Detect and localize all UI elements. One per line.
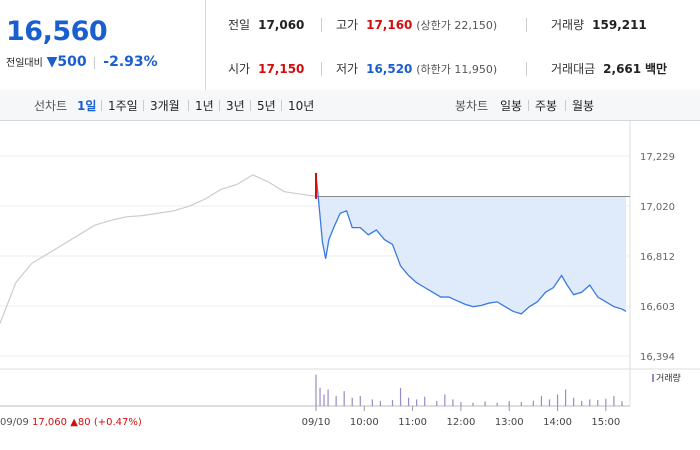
today-series	[315, 172, 630, 315]
stats-panel: 전일 17,060 고가 17,160 (상한가 22,150) 거래량 159,21…	[206, 0, 700, 90]
divider	[250, 100, 251, 111]
change-label: 전일대비	[6, 58, 43, 69]
divider	[526, 18, 527, 32]
x-tick-label: 10:00	[350, 417, 379, 428]
upper-limit-label: 상한가	[420, 19, 451, 32]
y-tick-label: 17,020	[640, 202, 675, 213]
volume-legend: 거래량	[656, 372, 681, 384]
divider	[321, 62, 322, 76]
tab-weekly[interactable]: 주봉	[535, 99, 558, 113]
price-chart: 17,229 17,020 16,812 16,603 16,394 09/10 10:0…	[0, 121, 700, 428]
stat-label: 시가	[228, 62, 251, 76]
prev-session-info: 09/09 17,060 ▲80 (+0.47%)	[0, 417, 142, 428]
divider	[321, 18, 322, 32]
y-axis: 17,229 17,020 16,812 16,603 16,394	[640, 152, 675, 363]
stat-amount: 거래대금 2,661 백만	[551, 60, 667, 78]
prev-session-date: 09/09	[0, 417, 29, 428]
change-percent: -2.93%	[103, 54, 158, 70]
x-tick-label: 14:00	[543, 417, 572, 428]
divider	[526, 62, 527, 76]
tab-1w[interactable]: 1주일	[108, 99, 138, 113]
stat-label: 거래량	[551, 18, 585, 32]
tab-3m[interactable]: 3개월	[150, 99, 180, 113]
divider	[219, 100, 220, 111]
tab-10y[interactable]: 10년	[288, 99, 315, 113]
x-tick-label: 12:00	[447, 417, 476, 428]
y-tick-label: 16,603	[640, 302, 675, 313]
prev-session-close: 17,060	[32, 417, 67, 428]
price-change: 전일대비 ▼500 -2.93%	[6, 54, 158, 70]
change-value: ▼500	[46, 54, 87, 70]
divider	[281, 100, 282, 111]
x-tick-label: 13:00	[495, 417, 524, 428]
line-chart-label: 선차트	[34, 99, 68, 113]
today-line	[315, 174, 627, 315]
today-area	[316, 174, 626, 314]
tab-1d[interactable]: 1일	[77, 99, 97, 113]
divider	[143, 100, 144, 111]
y-tick-label: 16,394	[640, 352, 675, 363]
current-price: 16,560	[6, 16, 108, 47]
stat-value: 17,160	[366, 18, 413, 32]
tab-3y[interactable]: 3년	[226, 99, 245, 113]
stat-value: 159,211	[592, 18, 647, 32]
chart-tabs: 선차트 1일 1주일 3개월 1년 3년 5년 10년 봉차트 일봉 주봉 월봉	[0, 90, 700, 121]
lower-limit-label: 하한가	[420, 63, 451, 76]
stat-value: 17,060	[258, 18, 305, 32]
stat-open: 시가 17,150	[228, 60, 304, 78]
quote-header: 16,560 전일대비 ▼500 -2.93% 전일 17,060 고가 17,16…	[0, 0, 700, 91]
divider	[528, 100, 529, 111]
x-axis: 09/10 10:00 11:00 12:00 13:00 14:00 15:00	[302, 406, 620, 428]
stat-low: 저가 16,520 (하한가 11,950)	[336, 62, 498, 76]
price-box: 16,560 전일대비 ▼500 -2.93%	[0, 0, 206, 90]
stat-value: 2,661	[603, 62, 642, 76]
divider	[188, 100, 189, 111]
prev-day-line	[0, 174, 317, 324]
x-tick-label: 11:00	[398, 417, 427, 428]
stat-value: 16,520	[366, 62, 413, 76]
x-tick-label: 15:00	[591, 417, 620, 428]
upper-limit-value: 22,150	[454, 19, 493, 32]
prev-session-pct: (+0.47%)	[94, 417, 142, 428]
chart-grid	[0, 121, 700, 407]
stat-label: 전일	[228, 18, 251, 32]
tab-5y[interactable]: 5년	[257, 99, 276, 113]
stat-label: 고가	[336, 18, 359, 32]
stat-prev-close: 전일 17,060	[228, 16, 304, 34]
stat-high: 고가 17,160 (상한가 22,150)	[336, 18, 498, 32]
stat-volume: 거래량 159,211	[551, 16, 647, 34]
x-tick-label: 09/10	[302, 417, 331, 428]
stat-label: 저가	[336, 62, 359, 76]
tab-monthly[interactable]: 월봉	[572, 99, 595, 113]
lower-limit-value: 11,950	[454, 63, 493, 76]
volume-series	[315, 374, 623, 406]
tab-1y[interactable]: 1년	[195, 99, 214, 113]
prev-session-change: ▲80	[70, 417, 90, 428]
stat-value: 17,150	[258, 62, 305, 76]
stat-unit: 백만	[644, 62, 668, 76]
prev-day-series	[0, 174, 317, 324]
divider	[101, 100, 102, 111]
candle-chart-label: 봉차트	[455, 99, 489, 113]
divider	[94, 56, 96, 69]
y-tick-label: 16,812	[640, 252, 675, 263]
tab-daily[interactable]: 일봉	[500, 99, 523, 113]
y-tick-label: 17,229	[640, 152, 675, 163]
divider	[565, 100, 566, 111]
stat-label: 거래대금	[551, 62, 596, 76]
volume-legend-swatch	[652, 374, 654, 382]
